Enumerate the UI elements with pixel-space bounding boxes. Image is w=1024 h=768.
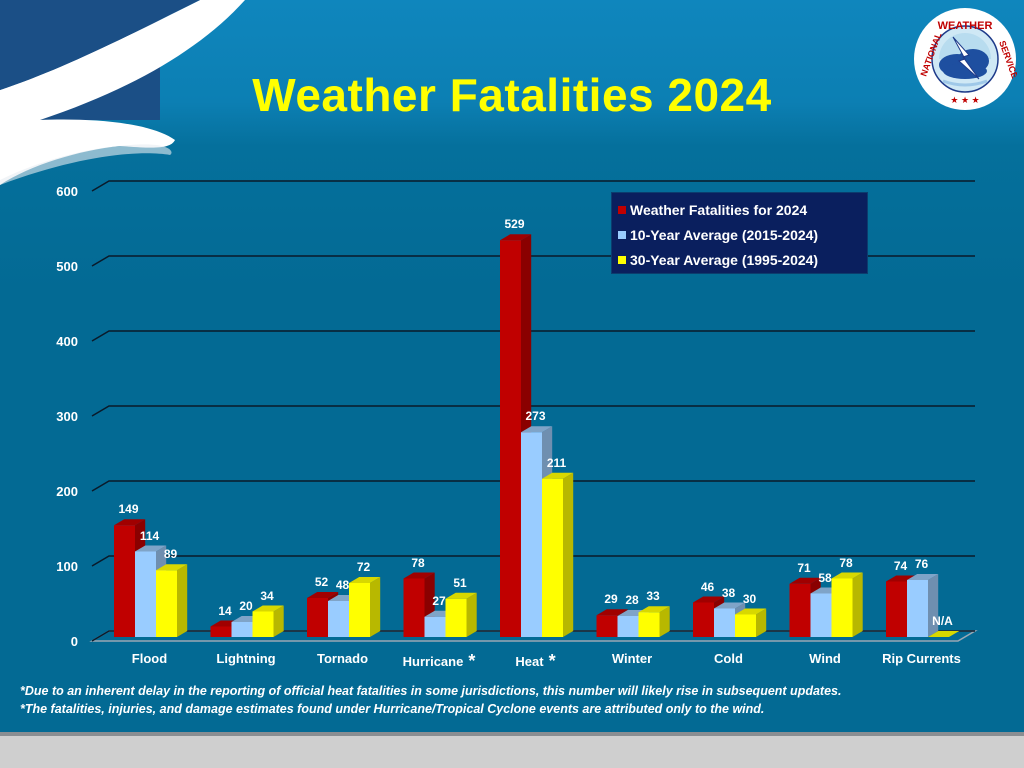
- svg-text:★ ★ ★: ★ ★ ★: [950, 95, 979, 105]
- value-label: 89: [163, 547, 178, 562]
- nws-logo-icon: WEATHER ★ ★ ★ NATIONAL SERVICE: [913, 7, 1017, 111]
- value-label: 27: [432, 593, 446, 608]
- x-category-label: Wind: [809, 651, 841, 666]
- value-label: 529: [504, 217, 525, 232]
- value-label: 14: [218, 603, 232, 618]
- footnote-hurricane: *The fatalities, injuries, and damage es…: [20, 702, 765, 716]
- value-label: 74: [893, 558, 908, 573]
- legend-item-10yr: 10-Year Average (2015-2024): [618, 222, 861, 247]
- y-tick-label: 300: [56, 409, 78, 424]
- value-label: 34: [260, 588, 274, 603]
- value-label: 30: [742, 591, 757, 606]
- value-label: 76: [914, 557, 929, 571]
- value-label: N/A: [932, 614, 953, 628]
- legend-label: Weather Fatalities for 2024: [630, 201, 808, 218]
- value-label: 38: [721, 585, 736, 600]
- value-label: 273: [525, 409, 546, 424]
- footnote-heat: *Due to an inherent delay in the reporti…: [20, 684, 842, 698]
- bar-2-3: [445, 592, 477, 637]
- bar-2-0: [156, 564, 188, 637]
- value-label: 28: [625, 593, 639, 607]
- value-label: 51: [453, 575, 467, 590]
- value-label: 149: [118, 502, 139, 517]
- y-tick-label: 0: [70, 634, 78, 649]
- value-label: 78: [839, 555, 853, 570]
- bar-2-6: [735, 608, 767, 637]
- value-label: 46: [700, 579, 715, 594]
- legend-swatch-lightblue: [618, 230, 626, 239]
- bar-2-1: [252, 605, 284, 637]
- bar-2-4: [542, 472, 574, 637]
- y-tick-label: 200: [56, 484, 78, 499]
- y-tick-label: 400: [56, 334, 78, 349]
- page-title: Weather Fatalities 2024: [252, 69, 772, 121]
- value-label: 211: [546, 455, 567, 470]
- svg-text:WEATHER: WEATHER: [938, 20, 993, 32]
- legend-swatch-red: [618, 205, 626, 214]
- bar-1-8: [907, 574, 939, 637]
- x-category-label: Winter: [611, 651, 653, 666]
- value-label: 33: [646, 589, 660, 604]
- value-label: 114: [139, 528, 160, 543]
- legend-label: 10-Year Average (2015-2024): [630, 226, 819, 243]
- bar-2-5: [638, 606, 670, 637]
- legend-item-2024: Weather Fatalities for 2024: [618, 197, 861, 222]
- x-category-label: Rip Currents: [882, 651, 961, 666]
- value-label: 58: [818, 570, 832, 585]
- y-tick-label: 100: [56, 559, 78, 574]
- bar-2-7: [831, 572, 863, 637]
- x-category-label: Heat *: [515, 651, 556, 671]
- legend-swatch-yellow: [618, 255, 626, 264]
- legend-item-30yr: 30-Year Average (1995-2024): [618, 247, 861, 272]
- value-label: 78: [411, 555, 425, 570]
- chart-bars: [114, 234, 960, 637]
- value-label: 72: [356, 560, 371, 574]
- x-category-label: Hurricane *: [402, 651, 476, 671]
- x-category-label: Tornado: [316, 651, 369, 666]
- y-tick-label: 500: [56, 259, 78, 274]
- x-category-label: Lightning: [216, 651, 276, 666]
- chart-legend: Weather Fatalities for 2024 10-Year Aver…: [611, 192, 868, 274]
- value-label: 20: [239, 599, 253, 613]
- x-category-label: Cold: [714, 651, 743, 666]
- value-label: 71: [797, 560, 811, 575]
- chart-gridlines: [89, 180, 978, 642]
- x-category-label: Flood: [131, 651, 168, 666]
- bar-2-2: [349, 577, 381, 637]
- bar-2-8: [928, 631, 960, 637]
- legend-label: 30-Year Average (1995-2024): [630, 251, 819, 268]
- y-tick-label: 600: [56, 184, 78, 199]
- footer-bar: [0, 732, 1024, 768]
- value-label: 29: [604, 592, 618, 607]
- value-label: 52: [314, 575, 329, 589]
- value-label: 48: [335, 578, 350, 592]
